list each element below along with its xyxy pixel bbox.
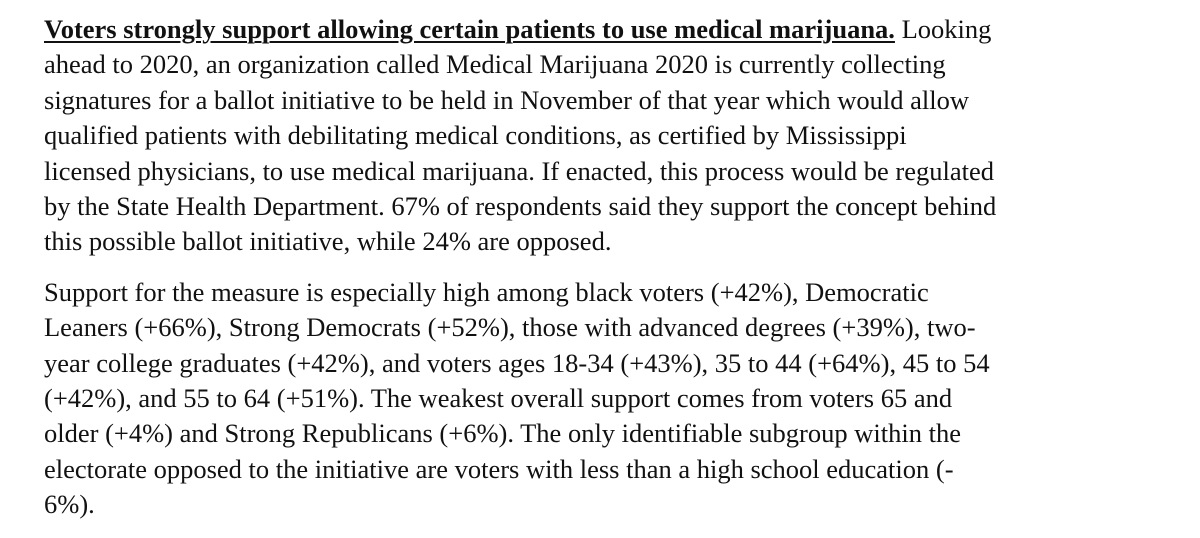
document-body: Voters strongly support allowing certain… — [44, 12, 1160, 523]
paragraph-line: Voters strongly support allowing certain… — [44, 12, 1160, 47]
section-heading: Voters strongly support allowing certain… — [44, 14, 895, 44]
paragraph-text: Looking — [894, 14, 992, 44]
paragraph-line: Support for the measure is especially hi… — [44, 276, 929, 307]
paragraph-line: older (+4%) and Strong Republicans (+6%)… — [44, 418, 961, 449]
paragraph-line: qualified patients with debilitating med… — [44, 120, 907, 151]
paragraph-line: year college graduates (+42%), and voter… — [44, 347, 990, 378]
paragraph-line: this possible ballot initiative, while 2… — [44, 226, 612, 257]
paragraph-line: licensed physicians, to use medical mari… — [44, 155, 995, 186]
paragraph-subgroup-support: Support for the measure is especially hi… — [44, 275, 1160, 523]
paragraph-line: Leaners (+66%), Strong Democrats (+52%),… — [44, 312, 976, 343]
paragraph-line: ahead to 2020, an organization called Me… — [44, 49, 946, 80]
paragraph-line: by the State Health Department. 67% of r… — [44, 191, 997, 222]
paragraph-medical-marijuana-support: Voters strongly support allowing certain… — [44, 12, 1160, 260]
paragraph-line: (+42%), and 55 to 64 (+51%). The weakest… — [44, 383, 953, 414]
paragraph-line: 6%). — [44, 489, 95, 520]
paragraph-line: signatures for a ballot initiative to be… — [44, 84, 970, 115]
paragraph-line: electorate opposed to the initiative are… — [44, 453, 954, 484]
